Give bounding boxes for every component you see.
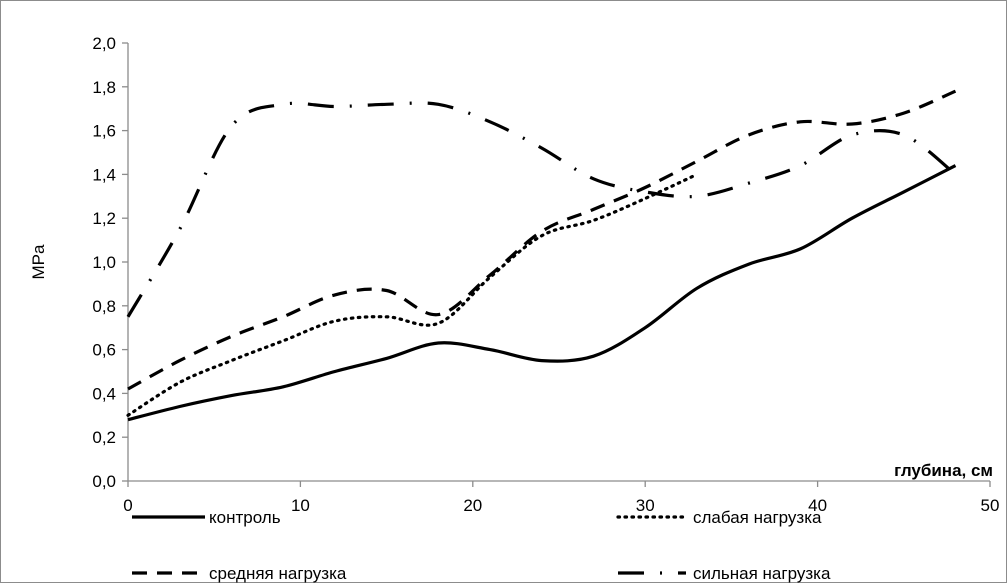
y-tick-label: 0,2: [92, 428, 116, 447]
x-axis-title: глубина, см: [894, 461, 993, 480]
y-tick-label: 1,6: [92, 122, 116, 141]
y-tick-label: 0,0: [92, 472, 116, 491]
x-tick-label: 30: [636, 496, 655, 515]
x-tick-label: 20: [463, 496, 482, 515]
legend-item-medium-load: средняя нагрузка: [132, 564, 347, 583]
series-line-light-load: [126, 172, 699, 417]
legend-label-heavy-load: сильная нагрузка: [693, 564, 831, 583]
legend-label-light-load: слабая нагрузка: [693, 508, 822, 527]
legend-label-control: контроль: [209, 508, 281, 527]
ticks-layer: 0,0 0,2 0,4 0,6 0,8 1,0 1,2 1,4 1,6 1,8 2,0 0 10 20 30…: [92, 34, 999, 515]
x-tick-label: 50: [981, 496, 1000, 515]
x-tick-label: 40: [808, 496, 827, 515]
x-tick-label: 10: [291, 496, 310, 515]
series-line-control: [127, 164, 957, 422]
y-tick-label: 0,6: [92, 341, 116, 360]
y-tick-label: 1,8: [92, 78, 116, 97]
legend-item-heavy-load: сильная нагрузка: [618, 564, 831, 583]
legend-label-medium-load: средняя нагрузка: [209, 564, 347, 583]
y-tick-label: 2,0: [92, 34, 116, 53]
y-tick-label: 0,8: [92, 297, 116, 316]
series-line-medium-load: [127, 89, 957, 391]
y-tick-label: 1,0: [92, 253, 116, 272]
y-tick-label: 1,4: [92, 165, 116, 184]
legend: контроль слабая нагрузка средняя нагрузк…: [132, 508, 831, 583]
legend-item-light-load: слабая нагрузка: [616, 508, 822, 527]
y-tick-label: 0,4: [92, 384, 116, 403]
y-axis-title: MPa: [29, 244, 48, 280]
x-tick-label: 0: [123, 496, 132, 515]
series-layer: [126, 89, 957, 422]
series-line-heavy-load: [126, 101, 957, 318]
legend-item-control: контроль: [132, 508, 281, 527]
y-tick-label: 1,2: [92, 209, 116, 228]
